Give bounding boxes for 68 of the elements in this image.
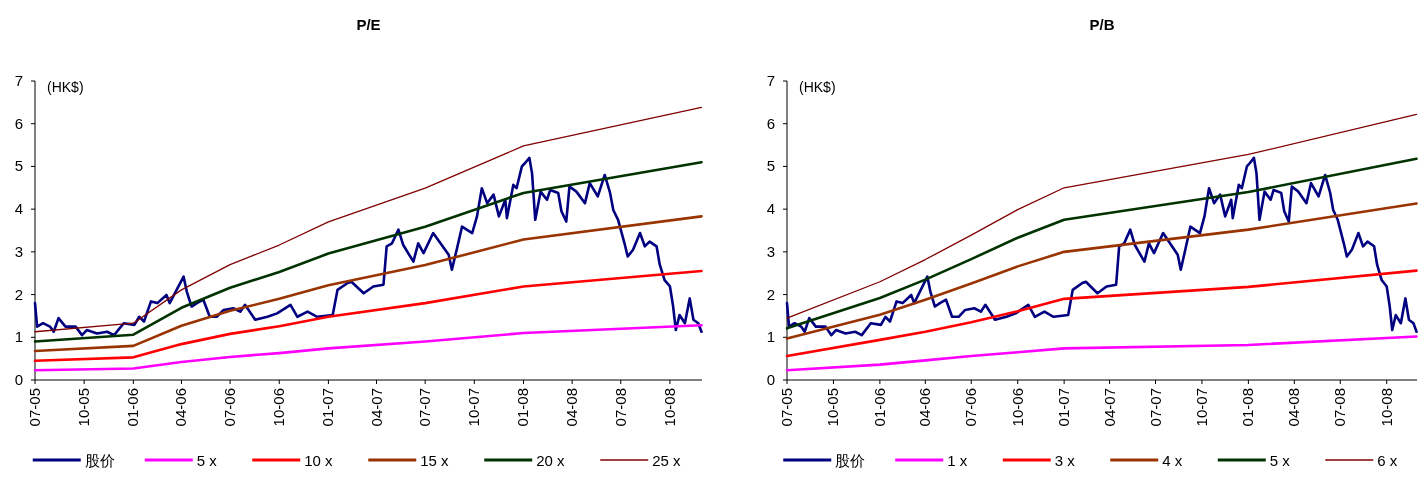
x-tick-label: 10-05 — [75, 388, 93, 427]
x-tick-label: 01-06 — [124, 388, 142, 427]
x-tick-label: 07-08 — [1331, 388, 1349, 427]
x-tick-label: 04-08 — [563, 388, 581, 427]
x-tick-label: 10-07 — [465, 388, 483, 427]
legend-label: 15 x — [420, 452, 450, 469]
legend-label: 5 x — [196, 452, 218, 469]
x-tick-label: 04-07 — [1100, 388, 1118, 427]
x-tick-label: 04-08 — [1285, 388, 1303, 427]
legend-label: 5 x — [1269, 452, 1291, 469]
x-tick-label: 04-06 — [172, 388, 190, 427]
y-tick-label: 4 — [14, 200, 23, 218]
x-tick-label: 07-06 — [962, 388, 980, 427]
y-tick-label: 4 — [766, 200, 775, 218]
y-tick-label: 3 — [766, 242, 775, 260]
x-tick-label: 07-07 — [1146, 388, 1164, 427]
x-tick-label: 01-06 — [870, 388, 888, 427]
x-tick-label: 01-08 — [1239, 388, 1257, 427]
x-tick-label: 10-06 — [1008, 388, 1026, 427]
y-tick-label: 0 — [14, 371, 23, 388]
legend-label: 20 x — [536, 452, 566, 469]
y-axis-title: (HK$) — [47, 79, 84, 95]
legend-label: 1 x — [947, 452, 968, 469]
x-tick-label: 01-07 — [319, 388, 337, 427]
line-series — [785, 335, 1418, 372]
y-axis-title: (HK$) — [799, 79, 836, 95]
y-tick-label: 6 — [14, 114, 23, 132]
line-series — [33, 324, 703, 372]
x-tick-label: 10-05 — [824, 388, 842, 427]
line-series — [33, 269, 703, 363]
chart-title: P/E — [356, 16, 381, 33]
x-tick-label: 07-05 — [778, 388, 795, 427]
legend-label: 25 x — [652, 452, 682, 469]
line-series — [785, 269, 1418, 358]
legend-label: 股价 — [84, 452, 115, 469]
legend-label: 股价 — [835, 452, 866, 469]
x-tick-label: 04-07 — [367, 388, 385, 427]
x-tick-label: 07-07 — [416, 388, 434, 427]
line-series — [33, 215, 703, 353]
legend-label: 4 x — [1162, 452, 1183, 469]
x-tick-label: 01-07 — [1055, 388, 1073, 427]
x-tick-label: 01-08 — [514, 388, 532, 427]
line-series — [34, 106, 703, 333]
x-tick-label: 10-06 — [270, 388, 288, 427]
y-tick-label: 7 — [14, 72, 23, 89]
y-tick-label: 1 — [766, 328, 775, 346]
legend-label: 6 x — [1377, 452, 1398, 469]
x-tick-label: 10-08 — [1377, 388, 1395, 427]
x-tick-label: 10-08 — [660, 388, 678, 427]
x-tick-label: 07-05 — [26, 388, 43, 427]
legend-label: 10 x — [304, 452, 334, 469]
y-tick-label: 7 — [766, 72, 775, 89]
chart-title: P/B — [1089, 16, 1115, 33]
line-series — [785, 202, 1418, 340]
y-tick-label: 2 — [14, 285, 23, 303]
y-tick-label: 6 — [766, 114, 775, 132]
y-tick-label: 5 — [766, 157, 775, 175]
legend-label: 3 x — [1054, 452, 1076, 469]
x-tick-label: 04-06 — [916, 388, 934, 427]
y-tick-label: 5 — [14, 157, 23, 175]
y-tick-label: 0 — [766, 371, 775, 388]
y-tick-label: 2 — [766, 285, 775, 303]
x-tick-label: 07-08 — [611, 388, 629, 427]
y-tick-label: 3 — [14, 242, 23, 260]
x-tick-label: 07-06 — [221, 388, 239, 427]
line-series — [786, 113, 1418, 319]
x-tick-label: 10-07 — [1192, 388, 1210, 427]
y-tick-label: 1 — [14, 328, 23, 346]
